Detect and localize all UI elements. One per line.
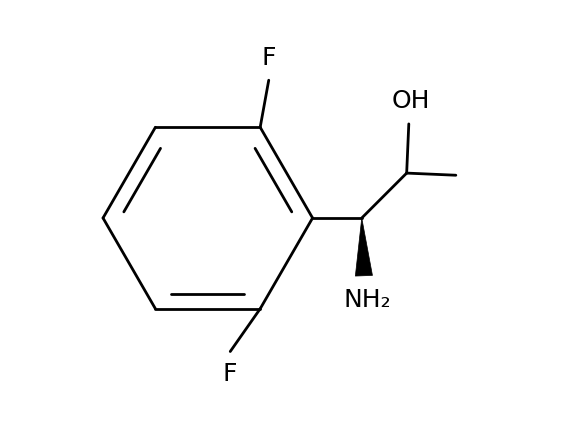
Text: F: F bbox=[223, 362, 237, 386]
Text: F: F bbox=[261, 45, 276, 69]
Polygon shape bbox=[355, 218, 373, 276]
Text: OH: OH bbox=[392, 89, 430, 113]
Text: NH₂: NH₂ bbox=[343, 288, 391, 312]
